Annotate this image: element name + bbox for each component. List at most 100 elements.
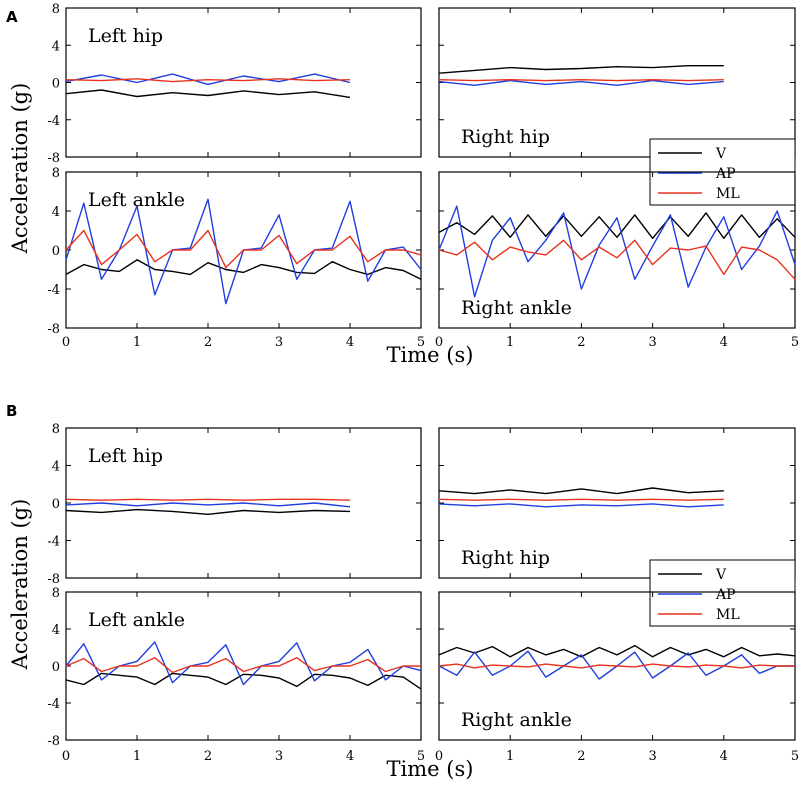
x-tick-label: 4 xyxy=(720,749,728,764)
x-tick-label: 1 xyxy=(133,335,141,350)
subplot-title: Left hip xyxy=(88,25,163,47)
x-tick-label: 3 xyxy=(275,335,283,350)
subplot-title: Right hip xyxy=(461,126,550,148)
x-tick-label: 1 xyxy=(506,335,514,350)
x-tick-label: 3 xyxy=(648,749,656,764)
panel-letter-A: A xyxy=(6,8,18,26)
y-tick-label: 4 xyxy=(52,460,60,475)
x-tick-label: 1 xyxy=(133,749,141,764)
y-tick-label: -8 xyxy=(47,572,60,587)
subplot-left-hip: 8 4 0 -4 -8 Left hip xyxy=(47,422,422,587)
legend-box xyxy=(649,559,796,627)
legend-label-ap: AP xyxy=(715,587,736,603)
series-line-v xyxy=(65,89,351,99)
y-tick-label: 0 xyxy=(52,497,60,512)
series-line-ap xyxy=(65,73,351,86)
figure-panel-B: B 8 4 0 -4 -8 Left hip Right hip V AP ML 8 4 0 -4 -8 Lef… xyxy=(6,402,799,781)
series-line-v xyxy=(438,487,724,495)
series-line-ap xyxy=(438,205,796,298)
series-line-v xyxy=(65,672,422,690)
subplot-title: Left ankle xyxy=(88,189,185,211)
series-line-ml xyxy=(438,78,724,82)
series-line-ap xyxy=(438,79,724,87)
x-tick-label: 4 xyxy=(346,335,354,350)
y-tick-label: 8 xyxy=(52,166,60,181)
series-line-ap xyxy=(65,198,422,305)
x-tick-label: 5 xyxy=(791,335,799,350)
panel-letter-B: B xyxy=(6,402,17,420)
x-tick-label: 2 xyxy=(577,335,585,350)
y-tick-label: 4 xyxy=(52,39,60,54)
y-tick-label: 0 xyxy=(52,244,60,259)
x-tick-label: 2 xyxy=(204,749,212,764)
subplot-right-hip: Right hip V AP ML xyxy=(438,427,796,627)
y-tick-label: 4 xyxy=(52,623,60,638)
legend-label-ml: ML xyxy=(716,186,740,202)
x-tick-label: 5 xyxy=(417,335,425,350)
y-tick-label: -8 xyxy=(47,734,60,749)
x-axis-label: Time (s) xyxy=(387,757,474,781)
y-axis-label: Acceleration (g) xyxy=(8,499,32,671)
y-tick-label: -4 xyxy=(47,535,60,550)
series-line-ml xyxy=(65,657,421,674)
legend-label-v: V xyxy=(715,146,727,162)
x-tick-label: 5 xyxy=(417,749,425,764)
subplot-right-ankle: Right ankle 0 1 2 3 4 5 xyxy=(435,171,799,350)
subplot-left-ankle: 8 4 0 -4 -8 Left ankle 0 1 2 3 4 5 xyxy=(47,586,425,764)
figure-panel-A: A 8 4 0 -4 -8 Left hip Right hip V AP ML 8 4 0 -4 -8 Lef… xyxy=(6,2,799,367)
legend-label-ap: AP xyxy=(715,166,736,182)
y-tick-label: 0 xyxy=(52,660,60,675)
series-line-ap xyxy=(65,502,351,508)
subplot-title: Right ankle xyxy=(461,709,572,731)
series-line-v xyxy=(438,644,796,658)
y-tick-label: -4 xyxy=(47,114,60,129)
x-tick-label: 2 xyxy=(204,335,212,350)
subplot-left-hip: 8 4 0 -4 -8 Left hip xyxy=(47,2,422,166)
series-line-ml xyxy=(65,498,351,501)
legend: V AP ML xyxy=(649,559,796,627)
x-tick-label: 4 xyxy=(346,749,354,764)
subplot-left-ankle: 8 4 0 -4 -8 Left ankle 0 1 2 3 4 5 xyxy=(47,166,425,350)
series-line-ap xyxy=(65,641,422,686)
series-line-ml xyxy=(438,498,724,501)
series-line-ml xyxy=(438,663,795,669)
subplot-title: Left hip xyxy=(88,445,163,467)
y-tick-label: -4 xyxy=(47,283,60,298)
x-tick-label: 5 xyxy=(791,749,799,764)
x-tick-label: 2 xyxy=(577,749,585,764)
subplot-title: Right ankle xyxy=(461,297,572,319)
subplot-title: Right hip xyxy=(461,547,550,569)
y-tick-label: 8 xyxy=(52,422,60,437)
y-tick-label: -8 xyxy=(47,322,60,337)
x-tick-label: 0 xyxy=(435,749,443,764)
subplot-right-hip: Right hip V AP ML xyxy=(438,7,796,206)
x-tick-label: 1 xyxy=(506,749,514,764)
x-tick-label: 0 xyxy=(62,335,70,350)
x-tick-label: 0 xyxy=(62,749,70,764)
series-line-v xyxy=(65,259,422,280)
legend-label-ml: ML xyxy=(716,607,740,623)
y-tick-label: 8 xyxy=(52,2,60,17)
y-tick-label: -8 xyxy=(47,151,60,166)
series-line-ml xyxy=(438,239,796,280)
series-line-v xyxy=(438,64,724,74)
x-tick-label: 3 xyxy=(275,749,283,764)
x-axis-label: Time (s) xyxy=(387,343,474,367)
series-line-ml xyxy=(65,78,351,83)
legend-label-v: V xyxy=(715,567,727,583)
x-tick-label: 4 xyxy=(720,335,728,350)
subplot-right-ankle: Right ankle 0 1 2 3 4 5 xyxy=(435,591,799,764)
series-line-v xyxy=(438,212,796,240)
y-tick-label: 8 xyxy=(52,586,60,601)
x-tick-label: 0 xyxy=(435,335,443,350)
series-line-ml xyxy=(65,229,422,269)
x-tick-label: 3 xyxy=(648,335,656,350)
series-line-ap xyxy=(438,503,724,508)
y-tick-label: -4 xyxy=(47,697,60,712)
y-tick-label: 4 xyxy=(52,205,60,220)
y-axis-label: Acceleration (g) xyxy=(8,83,32,255)
subplot-title: Left ankle xyxy=(88,609,185,631)
y-tick-label: 0 xyxy=(52,77,60,92)
series-line-v xyxy=(65,508,351,515)
